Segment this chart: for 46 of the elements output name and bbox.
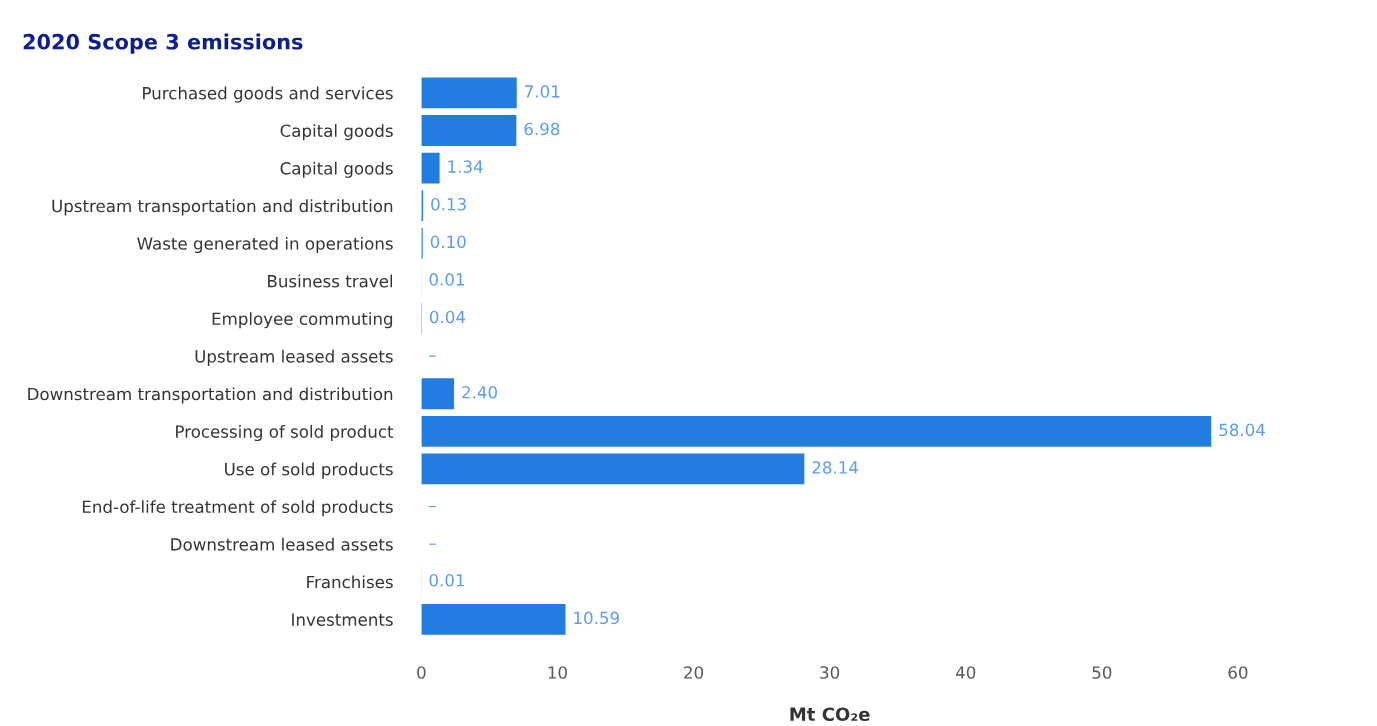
x-tick-label: 30	[820, 666, 840, 679]
x-tick-label: 50	[1092, 666, 1112, 679]
x-tick-label: 60	[1228, 666, 1248, 679]
data-label: 58.04	[1219, 423, 1265, 437]
bar	[421, 77, 517, 109]
text: –	[429, 543, 436, 545]
y-tick-label: Franchises	[307, 575, 393, 589]
data-label: 0.01	[429, 273, 465, 286]
y-tick-label: Employee commuting	[212, 312, 393, 329]
y-tick-label: Waste generated in operations	[137, 236, 393, 254]
y-tick-label: Capital goods	[280, 161, 393, 178]
text: –	[429, 505, 436, 508]
y-tick-label: Business travel	[268, 274, 393, 288]
y-tick-label: Downstream transportation and distribution	[28, 387, 393, 404]
data-label: 0.04	[429, 310, 466, 324]
data-label: 6.98	[524, 122, 560, 136]
bar	[421, 378, 455, 410]
y-tick-label: Downstream leased assets	[171, 537, 393, 551]
data-label: 0.13	[431, 197, 466, 211]
y-tick-label: Upstream transportation and distribution	[52, 199, 393, 216]
bar	[421, 115, 517, 146]
y-tick-label: Processing of sold product	[176, 424, 394, 442]
x-axis-title: Mt CO₂e	[790, 707, 870, 722]
bar	[421, 603, 566, 635]
y-tick-label: Use of sold products	[225, 462, 393, 479]
x-tick-label: 40	[955, 666, 976, 679]
y-tick-label: Capital goods	[280, 124, 393, 141]
data-label: 2.40	[462, 385, 497, 399]
text: 2020 Scope 3 emissions	[23, 33, 303, 54]
data-label: 10.59	[574, 611, 619, 625]
text: –	[429, 355, 436, 357]
bar	[421, 453, 805, 485]
y-tick-label: Purchased goods and services	[143, 86, 393, 103]
data-label: 0.10	[430, 235, 466, 249]
data-label: 0.01	[429, 573, 465, 587]
data-label: 1.34	[448, 160, 483, 173]
x-tick-label: 10	[548, 666, 567, 679]
bar	[421, 415, 1212, 447]
data-label: 7.01	[525, 85, 560, 98]
x-tick-label: 0	[417, 666, 426, 679]
y-tick-label: End-of-life treatment of sold products	[82, 500, 393, 517]
y-tick-label: Investments	[292, 613, 393, 626]
y-tick-label: Upstream leased assets	[195, 349, 393, 366]
x-tick-label: 20	[684, 666, 704, 679]
data-label: 28.14	[812, 461, 859, 474]
bar	[421, 152, 440, 184]
